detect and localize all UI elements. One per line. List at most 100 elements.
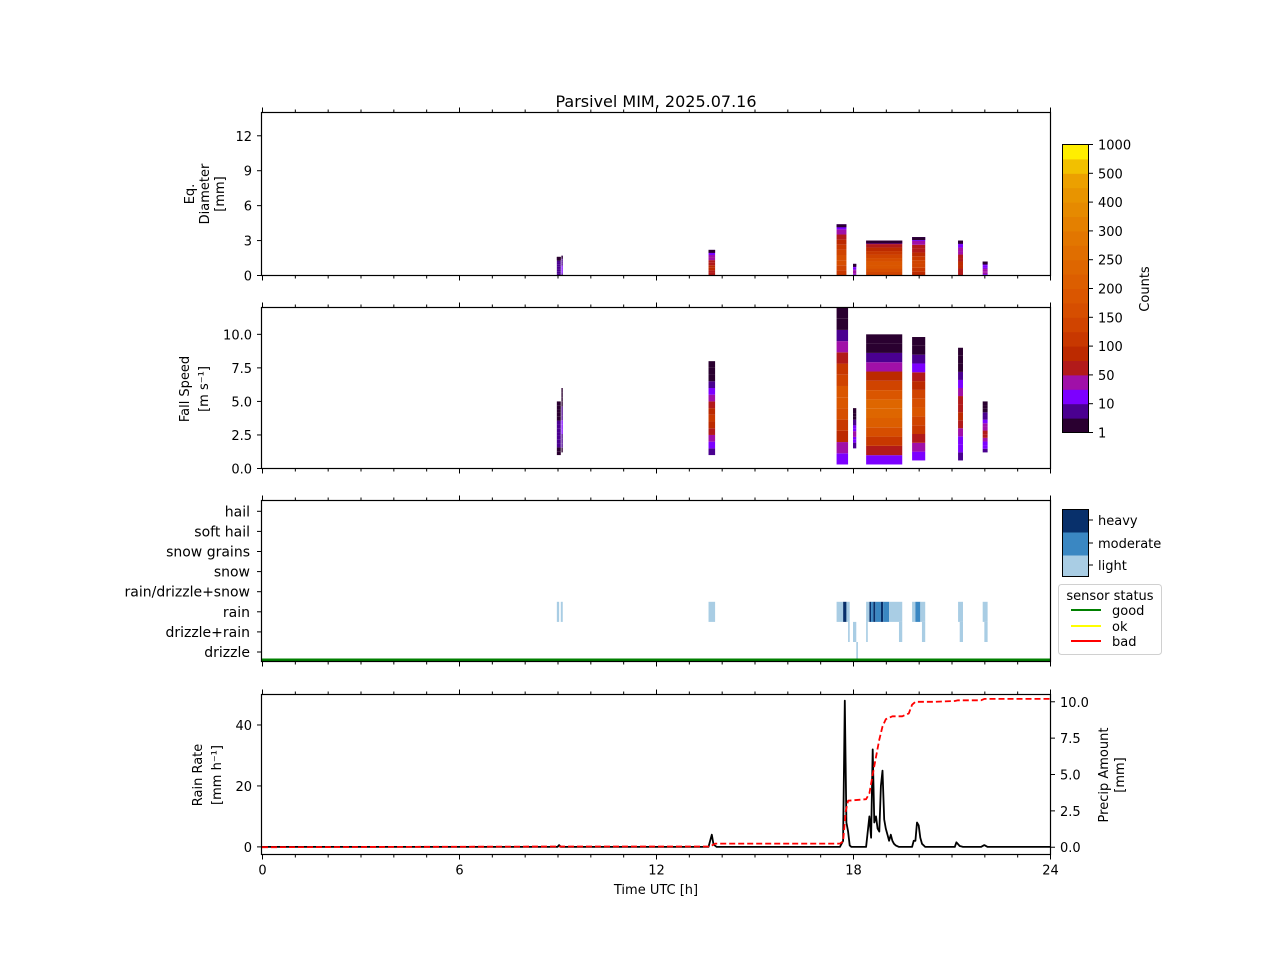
fallspeed-cell [556, 405, 561, 410]
colorbar-band [1062, 302, 1089, 318]
precip-type-segment [560, 601, 563, 622]
fallspeed-cell [708, 434, 716, 442]
precip-type-segment [982, 601, 988, 622]
fallspeed-cell [836, 341, 849, 353]
diameter-edge-cell [853, 263, 857, 267]
fallspeed-cell [836, 363, 849, 375]
diameter-cell [866, 265, 903, 269]
diameter-edge-cell [958, 240, 963, 244]
precip-type-segment [912, 601, 916, 622]
diameter-cell [556, 262, 561, 265]
precip-amount-ylabel-line1: Precip Amount [1097, 728, 1112, 823]
fallspeed-panel: 0.0 2.5 5.0 7.5 10.0 Fall Speed [m s⁻¹] [178, 302, 1052, 478]
fallspeed-cell [853, 439, 857, 443]
diameter-cell [836, 229, 847, 235]
precip-type-label: drizzle+rain [165, 625, 250, 641]
precip-type-label: snow grains [166, 545, 250, 561]
diameter-cell [958, 254, 963, 259]
fallspeed-cell [912, 398, 926, 408]
fallspeed-cell [561, 401, 563, 407]
precip-type-segment [883, 601, 890, 622]
diameter-cell [958, 258, 963, 262]
x-tick-label: 12 [648, 864, 665, 879]
fallspeed-cell [708, 381, 716, 388]
precip-type-segment [898, 621, 903, 642]
intensity-swatch-light [1062, 555, 1089, 577]
precip-type-segment [866, 621, 868, 642]
fallspeed-cell [982, 430, 988, 435]
fallspeed-cell [556, 409, 561, 413]
diameter-cell [866, 272, 903, 276]
diameter-cell [866, 268, 903, 273]
sensor-legend-bad-label: bad [1112, 635, 1136, 650]
fallspeed-cell [958, 388, 963, 397]
diameter-cell [556, 260, 561, 263]
y-tick-label: 12 [235, 130, 252, 145]
precip-type-segment [836, 601, 844, 622]
diameter-edge-cell [836, 224, 847, 228]
rainrate-ylabel-line1: Rain Rate [191, 744, 206, 807]
diameter-ticks: 0 3 6 9 12 [235, 107, 1051, 285]
fallspeed-cell [958, 347, 963, 356]
fallspeed-cell [836, 307, 849, 319]
fallspeed-cell [708, 394, 716, 402]
colorbar-tick-label: 10 [1098, 398, 1115, 413]
diameter-edge-cell [556, 256, 561, 260]
precip-type-label: snow [214, 565, 250, 581]
fallspeed-cell [912, 451, 926, 461]
fallspeed-cell [982, 412, 988, 416]
intensity-swatch-heavy [1062, 509, 1089, 533]
fallspeed-cell [853, 434, 857, 437]
colorbar-tick-label: 400 [1098, 196, 1123, 211]
fallspeed-cell [556, 416, 561, 421]
diameter-cell [561, 271, 563, 274]
fallspeed-cell [836, 442, 849, 454]
colorbar-band [1062, 374, 1089, 390]
precip-type-label: hail [225, 504, 250, 520]
diameter-cell [982, 264, 988, 266]
colorbar-tick-label: 150 [1098, 311, 1123, 326]
fallspeed-cell [561, 429, 563, 434]
diameter-cell [556, 273, 561, 276]
colorbar-tick-label: 50 [1098, 369, 1115, 384]
diameter-cell [708, 255, 716, 258]
fallspeed-cell [556, 428, 561, 433]
fallspeed-cell [982, 448, 988, 453]
fallspeed-axes-frame [260, 306, 1052, 470]
fallspeed-cell [561, 420, 563, 425]
fallspeed-cell [836, 419, 849, 431]
colorbar-label: Counts [1138, 266, 1153, 312]
precip-type-segment [853, 621, 857, 642]
precip-type-segment [848, 621, 850, 642]
precip-type-segment [871, 601, 874, 622]
precip-amount-line [261, 698, 1050, 849]
fallspeed-cell [836, 453, 849, 465]
fallspeed-cell [958, 396, 963, 405]
fallspeed-cell [912, 389, 926, 399]
diameter-heatmap [556, 224, 988, 276]
fallspeed-cell [958, 420, 963, 429]
precip-type-segment [984, 621, 988, 642]
diameter-ylabel-line3: [mm] [213, 176, 228, 211]
fallspeed-cell [561, 397, 563, 402]
fallspeed-cell [556, 432, 561, 436]
precip-type-segments [556, 601, 988, 663]
fallspeed-cell [982, 401, 988, 406]
fallspeed-cell [912, 363, 926, 373]
precip-type-segment [915, 601, 921, 622]
fallspeed-cell [708, 421, 716, 429]
fallspeed-cell [556, 424, 561, 429]
diameter-cell [982, 274, 988, 276]
fallspeed-cell [561, 406, 563, 411]
diameter-cell [866, 247, 903, 252]
diameter-cell [982, 272, 988, 275]
colorbar-band [1062, 288, 1089, 304]
precip-type-segment [889, 601, 903, 622]
diameter-cell [912, 252, 926, 257]
fallspeed-cell [912, 381, 926, 390]
diameter-edge-cell [866, 240, 903, 244]
fallspeed-cell [836, 397, 849, 409]
diameter-cell [853, 267, 857, 269]
precip-type-label: drizzle [204, 645, 250, 661]
